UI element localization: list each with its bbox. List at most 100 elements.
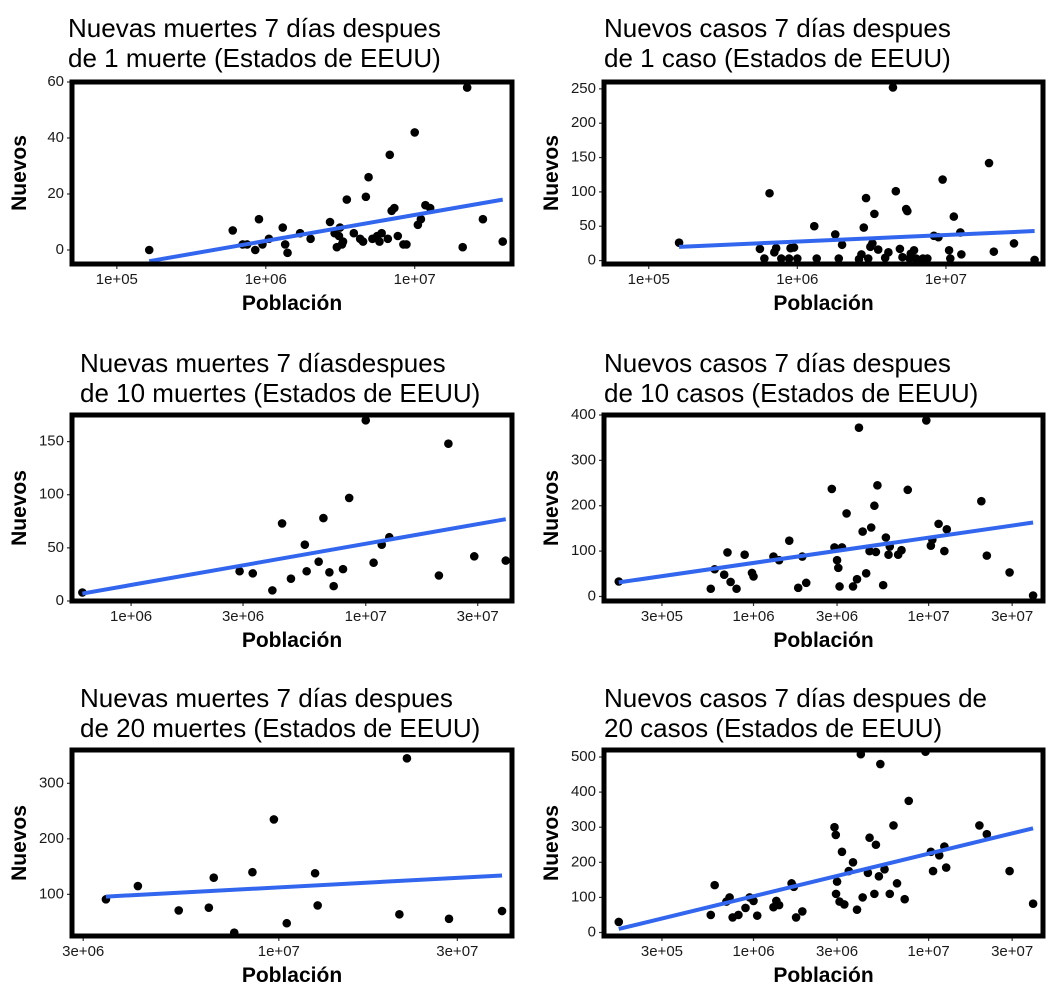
- data-point: [364, 172, 373, 182]
- x-tick-label: 3e+06: [816, 943, 858, 960]
- data-point: [873, 481, 882, 490]
- data-point: [228, 226, 238, 235]
- chart-title-line-1: Nuevos casos 7 días despues: [604, 13, 951, 43]
- data-point: [789, 243, 799, 252]
- y-axis-label: Nuevos: [540, 470, 563, 546]
- data-point: [501, 556, 511, 565]
- data-point: [928, 866, 938, 876]
- data-point: [723, 548, 732, 557]
- data-point: [410, 128, 420, 137]
- data-point: [498, 237, 508, 246]
- x-tick-label: 1e+07: [258, 943, 300, 960]
- y-tick-label: 300: [571, 818, 596, 835]
- data-point: [923, 254, 932, 263]
- data-point: [248, 569, 258, 578]
- x-axis-label: Población: [773, 629, 873, 652]
- data-point: [848, 582, 858, 591]
- x-tick-label: 1e+06: [110, 608, 152, 625]
- y-tick-label: 50: [579, 217, 596, 234]
- data-point: [361, 416, 371, 425]
- x-tick-label: 1e+07: [345, 608, 387, 625]
- plot-border: [69, 747, 515, 939]
- data-point: [868, 239, 877, 248]
- data-point: [903, 485, 913, 495]
- data-point: [834, 563, 843, 573]
- plot-border: [601, 79, 1046, 267]
- data-point: [1028, 899, 1038, 909]
- data-point: [940, 546, 949, 556]
- data-point: [834, 254, 844, 263]
- data-point: [858, 893, 867, 902]
- data-point: [254, 214, 264, 224]
- data-point: [801, 578, 811, 588]
- y-tick-label: 100: [571, 542, 596, 559]
- data-point: [861, 193, 871, 203]
- y-tick-label: 0: [588, 252, 596, 269]
- data-point: [842, 509, 851, 518]
- data-point: [741, 903, 750, 913]
- plot-area: [78, 416, 511, 597]
- data-point: [313, 901, 322, 910]
- data-point: [835, 582, 844, 591]
- data-point: [827, 484, 837, 494]
- y-tick-label: 150: [571, 149, 596, 166]
- data-point: [444, 439, 453, 448]
- data-point: [385, 150, 395, 160]
- data-point: [874, 872, 884, 881]
- data-point: [390, 203, 399, 213]
- chart-title-line-2: de 1 muerte (Estados de EEUU): [68, 43, 441, 73]
- y-axis-label: Nuevos: [8, 135, 31, 211]
- data-point: [984, 158, 994, 168]
- plot-area: [614, 416, 1038, 600]
- data-point: [858, 527, 867, 536]
- data-point: [269, 815, 279, 824]
- y-tick-label: 200: [571, 853, 596, 870]
- data-point: [280, 240, 290, 249]
- data-point: [793, 254, 802, 263]
- data-point: [922, 416, 931, 425]
- data-point: [945, 254, 955, 263]
- data-point: [344, 493, 354, 503]
- data-point: [734, 910, 743, 920]
- data-point: [774, 900, 784, 910]
- data-point: [861, 569, 871, 578]
- x-tick-label: 1e+07: [908, 608, 950, 625]
- data-point: [444, 914, 454, 924]
- y-tick-label: 200: [571, 497, 596, 514]
- data-point: [710, 880, 719, 890]
- data-point: [904, 796, 914, 806]
- data-point: [497, 906, 507, 916]
- data-point: [268, 586, 277, 595]
- data-point: [402, 240, 411, 249]
- y-tick-label: 100: [571, 888, 596, 905]
- x-axis-label: Población: [773, 292, 873, 315]
- data-point: [944, 245, 954, 255]
- y-tick-label: 60: [47, 73, 64, 90]
- data-point: [329, 581, 338, 591]
- chart-title-line-1: Nuevas muertes 7 días despues: [80, 683, 453, 713]
- data-point: [784, 536, 794, 545]
- data-point: [286, 574, 296, 583]
- data-point: [957, 250, 966, 259]
- data-point: [614, 917, 624, 927]
- y-tick-label: 50: [47, 539, 64, 556]
- x-tick-label: 3e+07: [991, 943, 1033, 960]
- data-point: [832, 555, 842, 565]
- data-point: [837, 240, 847, 250]
- data-point: [277, 519, 287, 528]
- data-point: [282, 918, 292, 928]
- data-point: [250, 245, 260, 255]
- plot-area: [674, 83, 1039, 264]
- data-point: [884, 248, 893, 257]
- data-point: [876, 759, 885, 769]
- chart-title-line-1: Nuevos casos 7 días despues de: [604, 683, 987, 713]
- data-point: [793, 583, 803, 593]
- x-tick-label: 1e+06: [776, 271, 818, 288]
- data-point: [338, 237, 348, 246]
- regression-line: [618, 826, 1034, 931]
- data-point: [898, 252, 907, 262]
- y-tick-label: 0: [588, 923, 596, 940]
